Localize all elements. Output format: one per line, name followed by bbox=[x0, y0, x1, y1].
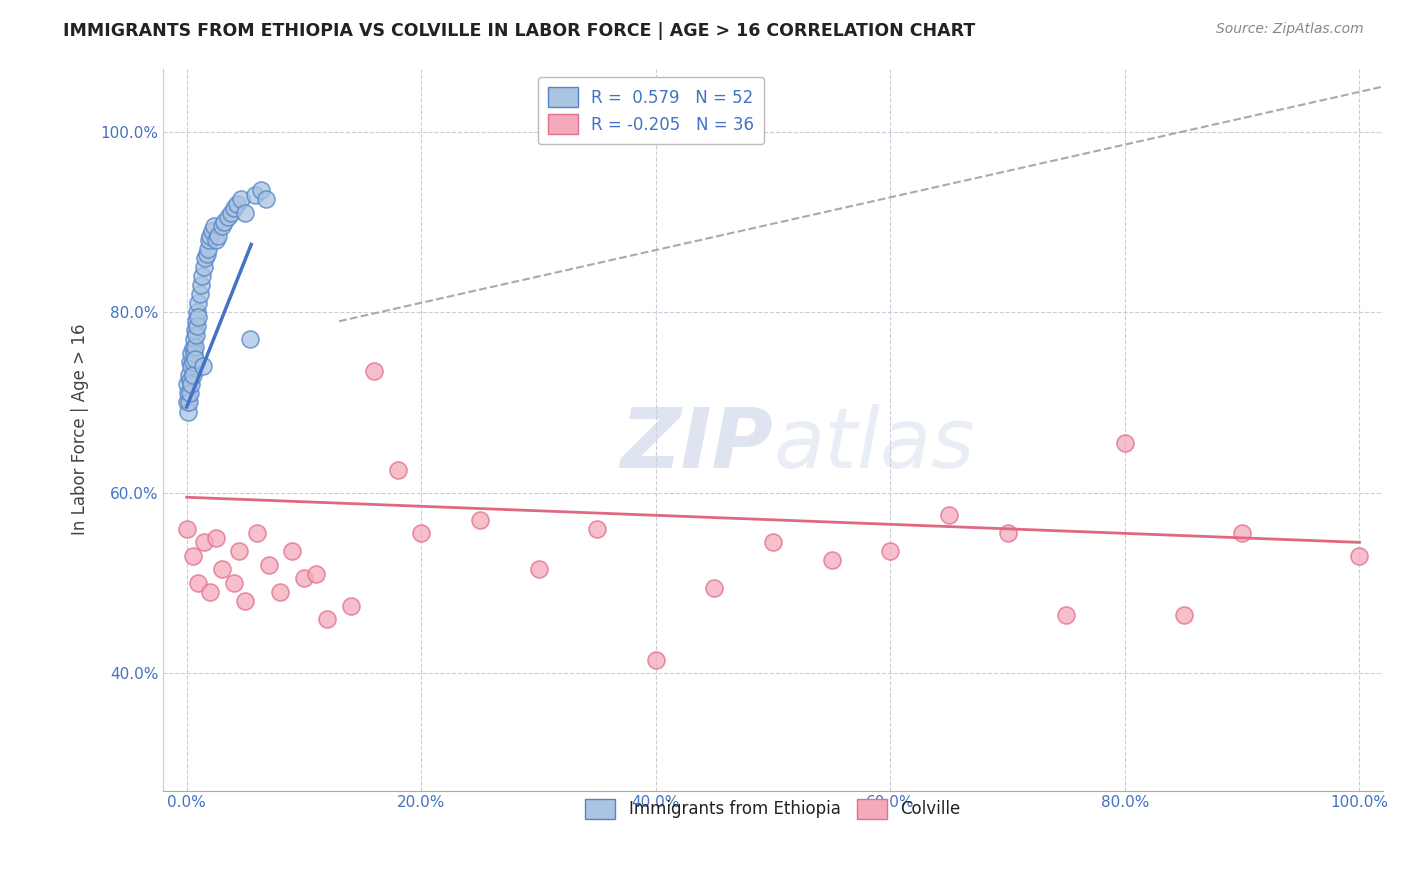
Point bbox=[177, 404, 200, 418]
Point bbox=[188, 287, 211, 301]
Point bbox=[249, 183, 271, 197]
Point bbox=[821, 553, 844, 567]
Point bbox=[997, 526, 1019, 541]
Point bbox=[201, 224, 224, 238]
Point bbox=[198, 233, 221, 247]
Point bbox=[187, 310, 209, 324]
Point bbox=[879, 544, 901, 558]
Point bbox=[179, 355, 201, 369]
Point bbox=[180, 346, 202, 360]
Point bbox=[193, 260, 215, 274]
Point bbox=[184, 327, 207, 342]
Point bbox=[195, 246, 218, 260]
Point bbox=[340, 599, 363, 613]
Point bbox=[191, 359, 214, 374]
Point bbox=[197, 242, 219, 256]
Point bbox=[198, 585, 221, 599]
Point bbox=[181, 342, 204, 356]
Point bbox=[180, 359, 202, 374]
Point bbox=[211, 219, 233, 234]
Point bbox=[193, 535, 215, 549]
Point bbox=[207, 228, 229, 243]
Point bbox=[184, 323, 207, 337]
Point bbox=[254, 193, 277, 207]
Point bbox=[181, 355, 204, 369]
Point bbox=[644, 653, 666, 667]
Point bbox=[1348, 549, 1371, 563]
Point bbox=[527, 562, 550, 576]
Point bbox=[468, 513, 491, 527]
Point bbox=[938, 508, 960, 523]
Point bbox=[387, 463, 409, 477]
Point bbox=[1054, 607, 1077, 622]
Point bbox=[281, 544, 304, 558]
Point bbox=[183, 346, 205, 360]
Point bbox=[180, 377, 202, 392]
Point bbox=[703, 581, 725, 595]
Point bbox=[194, 251, 217, 265]
Point bbox=[190, 278, 212, 293]
Point bbox=[586, 522, 609, 536]
Point bbox=[181, 368, 204, 383]
Point bbox=[226, 197, 249, 211]
Y-axis label: In Labor Force | Age > 16: In Labor Force | Age > 16 bbox=[72, 324, 89, 535]
Point bbox=[187, 576, 209, 591]
Point bbox=[191, 269, 214, 284]
Text: IMMIGRANTS FROM ETHIOPIA VS COLVILLE IN LABOR FORCE | AGE > 16 CORRELATION CHART: IMMIGRANTS FROM ETHIOPIA VS COLVILLE IN … bbox=[63, 22, 976, 40]
Point bbox=[177, 386, 200, 401]
Legend: Immigrants from Ethiopia, Colville: Immigrants from Ethiopia, Colville bbox=[579, 792, 967, 826]
Point bbox=[184, 314, 207, 328]
Point bbox=[184, 339, 207, 353]
Point bbox=[179, 386, 201, 401]
Point bbox=[176, 522, 198, 536]
Point bbox=[211, 562, 233, 576]
Point bbox=[1232, 526, 1254, 541]
Point bbox=[243, 187, 266, 202]
Point bbox=[762, 535, 785, 549]
Text: atlas: atlas bbox=[773, 403, 974, 484]
Point bbox=[186, 318, 208, 333]
Point bbox=[183, 332, 205, 346]
Point bbox=[177, 368, 200, 383]
Point bbox=[186, 305, 208, 319]
Point bbox=[217, 211, 239, 225]
Point bbox=[212, 215, 235, 229]
Point bbox=[363, 364, 385, 378]
Point bbox=[292, 572, 315, 586]
Point bbox=[246, 526, 269, 541]
Point bbox=[187, 296, 209, 310]
Point bbox=[181, 549, 204, 563]
Point bbox=[202, 219, 225, 234]
Point bbox=[205, 233, 228, 247]
Point bbox=[198, 228, 221, 243]
Point bbox=[205, 531, 228, 545]
Text: Source: ZipAtlas.com: Source: ZipAtlas.com bbox=[1216, 22, 1364, 37]
Point bbox=[177, 395, 200, 409]
Point bbox=[179, 373, 201, 387]
Point bbox=[411, 526, 433, 541]
Point bbox=[176, 377, 198, 392]
Point bbox=[233, 594, 256, 608]
Point bbox=[269, 585, 291, 599]
Point bbox=[1173, 607, 1195, 622]
Point bbox=[1114, 436, 1136, 450]
Point bbox=[257, 558, 280, 572]
Point bbox=[233, 206, 256, 220]
Text: ZIP: ZIP bbox=[620, 403, 773, 484]
Point bbox=[219, 206, 242, 220]
Point bbox=[239, 332, 262, 346]
Point bbox=[228, 544, 250, 558]
Point bbox=[229, 193, 252, 207]
Point bbox=[184, 352, 207, 367]
Point bbox=[176, 395, 198, 409]
Point bbox=[305, 566, 328, 581]
Point bbox=[316, 612, 339, 626]
Point bbox=[222, 576, 245, 591]
Point bbox=[222, 202, 245, 216]
